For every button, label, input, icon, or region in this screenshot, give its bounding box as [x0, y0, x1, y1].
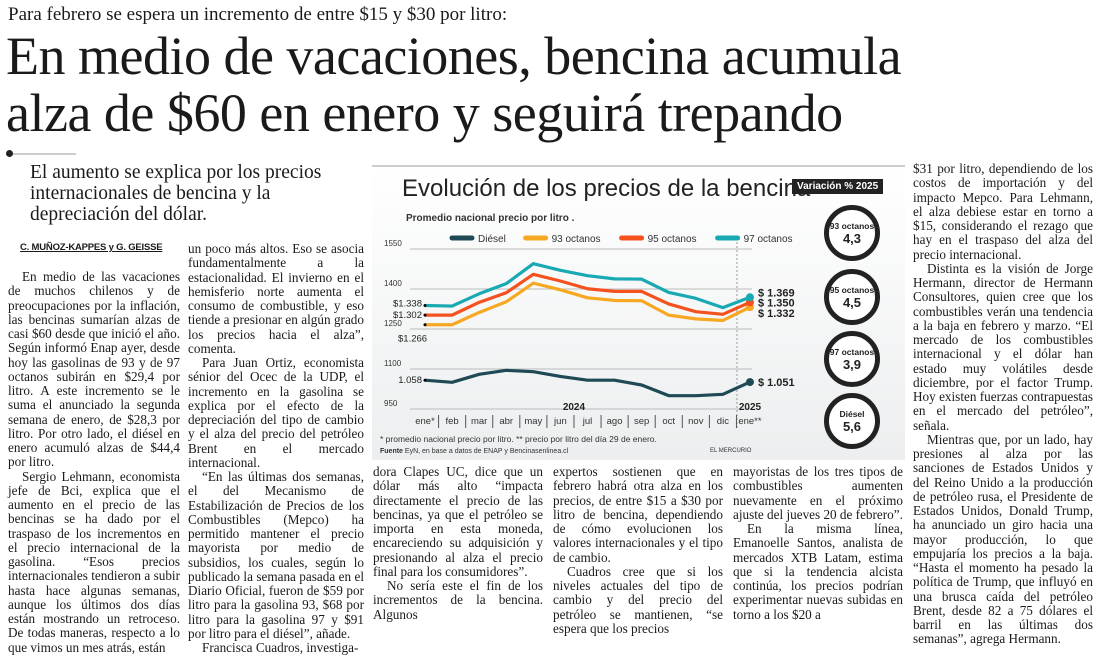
- legend-label: Diésel: [478, 234, 506, 245]
- variation-name: Diésel: [839, 408, 865, 419]
- headline-line: alza de $60 en enero y seguirá trepando: [6, 83, 843, 143]
- line-plot: 950 1100 1250 1400 1550 ene* feb mar abr may jun ju…: [384, 234, 795, 429]
- series-start-point: [423, 323, 427, 327]
- variation-circle-93: 93 octanos 4,3: [824, 205, 880, 261]
- paragraph: Francisca Cuadros, investiga-: [202, 640, 359, 655]
- legend-label: 93 octanos: [552, 234, 601, 245]
- chart-title: Evolución de los precios de la bencina: [402, 175, 811, 202]
- headline: En medio de vacaciones, bencina acumula …: [6, 26, 902, 143]
- divider: [6, 153, 76, 155]
- variation-value: 5,6: [842, 418, 862, 434]
- paragraph: No sería este el fin de los incrementos …: [373, 578, 543, 622]
- series-line-diésel: [424, 368, 751, 398]
- paragraph: $31 por litro, dependiendo de los costos…: [913, 161, 1093, 262]
- paragraph: expertos sostienen que en febrero habrá …: [553, 464, 723, 565]
- paragraph: un poco más altos. Eso se asocia fundame…: [188, 241, 364, 356]
- series-start-point: [423, 313, 427, 317]
- y-tick-label: 950: [384, 399, 398, 408]
- variation-circle-97: 97 octanos 3,9: [824, 331, 880, 387]
- x-tick-label: may: [524, 416, 542, 427]
- paragraph: En medio de las vacaciones de muchos chi…: [8, 269, 180, 470]
- end-value-label: $ 1.350: [758, 297, 795, 309]
- paragraph: Sergio Lehmann, economista jefe de Bci, …: [8, 468, 180, 655]
- x-tick-label: abr: [499, 416, 513, 427]
- series-line-93-octanos: [425, 281, 751, 327]
- paragraph: En la misma línea, Emanoelle Santos, ana…: [733, 521, 903, 622]
- start-value-label: $1.338: [393, 299, 422, 310]
- variation-circle-95: 95 octanos 4,5: [824, 269, 880, 325]
- kicker: Para febrero se espera un incremento de …: [8, 4, 508, 25]
- series-end-point: [745, 293, 754, 302]
- chart-subtitle: Promedio nacional precio por litro .: [406, 213, 575, 224]
- variation-title: Variación % 2025: [792, 179, 884, 194]
- source-text: EyN, en base a datos de ENAP y Bencinase…: [404, 448, 569, 455]
- x-tick-label: feb: [445, 416, 458, 427]
- variation-value: 4,3: [842, 230, 862, 246]
- y-tick-label: 1250: [384, 319, 402, 328]
- series-end-point: [745, 378, 754, 387]
- x-tick-label: dic: [717, 416, 729, 427]
- source-label: Fuente: [380, 448, 403, 455]
- end-value-label: $ 1.369: [758, 287, 795, 299]
- legend-label: 97 octanos: [744, 234, 793, 245]
- paragraph: Cuadros cree que si los niveles actuales…: [553, 563, 723, 636]
- y-tick-label: 1550: [384, 239, 402, 248]
- start-value-label: $1.266: [398, 334, 427, 345]
- article-column-2: un poco más altos. Eso se asocia fundame…: [188, 241, 364, 655]
- chart-credit: EL MERCURIO: [710, 448, 752, 454]
- series-start-point: [423, 304, 427, 308]
- paragraph: Distinta es la visión de Jorge Hermann, …: [913, 260, 1093, 433]
- x-tick-label: jul: [582, 416, 593, 427]
- variation-name: 93 octanos: [829, 220, 875, 231]
- series-line-95-octanos: [425, 272, 751, 317]
- x-tick-label: ene**: [738, 416, 762, 427]
- series-line-97-octanos: [424, 262, 751, 310]
- paragraph: mayoristas de los tres tipos de combusti…: [733, 464, 903, 522]
- variation-value: 3,9: [842, 356, 862, 372]
- article-column-6: $31 por litro, dependiendo de los costos…: [913, 161, 1093, 647]
- legend-label: 95 octanos: [648, 234, 697, 245]
- article-column-3: dora Clapes UC, dice que un dólar más al…: [373, 464, 543, 622]
- y-tick-label: 1100: [384, 359, 402, 368]
- variation-value: 4,5: [842, 294, 862, 310]
- chart-footnote: * promedio nacional precio por litro. **…: [380, 434, 657, 444]
- paragraph: Para Juan Ortiz, economista sénior del O…: [188, 355, 364, 470]
- y-tick-label: 1400: [384, 279, 402, 288]
- headline-line: En medio de vacaciones, bencina acumula: [6, 26, 902, 86]
- byline: C. MUÑOZ-KAPPES y G. GEISSE: [20, 242, 163, 253]
- article-column-4: expertos sostienen que en febrero habrá …: [553, 464, 723, 636]
- x-tick-label: nov: [688, 416, 704, 427]
- end-value-label: $ 1.332: [758, 308, 795, 320]
- start-value-label: $1.302: [393, 310, 422, 321]
- article-column-1: En medio de las vacaciones de muchos chi…: [8, 269, 180, 655]
- article-column-5: mayoristas de los tres tipos de combusti…: [733, 464, 903, 622]
- year-label: 2024: [563, 402, 586, 413]
- chart-source: Fuente EyN, en base a datos de ENAP y Be…: [380, 448, 568, 455]
- variation-circle-diesel: Diésel 5,6: [824, 393, 880, 449]
- x-tick-label: jun: [553, 416, 567, 427]
- variation-name: 95 octanos: [829, 284, 875, 295]
- paragraph: Mientras que, por un lado, hay presiones…: [913, 431, 1093, 647]
- x-tick-label: oct: [662, 416, 675, 427]
- price-chart: Evolución de los precios de la bencina P…: [372, 165, 905, 460]
- x-tick-label: sep: [634, 416, 649, 427]
- paragraph: dora Clapes UC, dice que un dólar más al…: [373, 464, 543, 579]
- paragraph: “En las últimas dos semanas, el del Meca…: [188, 469, 364, 641]
- year-label: 2025: [739, 402, 762, 413]
- x-tick-label: mar: [471, 416, 487, 427]
- end-value-label: $ 1.051: [758, 377, 795, 389]
- start-value-label: 1.058: [398, 375, 422, 386]
- deck: El aumento se explica por los precios in…: [30, 162, 322, 225]
- x-tick-label: ago: [607, 416, 623, 427]
- divider-dot: [6, 150, 13, 157]
- series-start-point: [423, 378, 427, 382]
- x-tick-label: ene*: [415, 416, 435, 427]
- variation-name: 97 octanos: [829, 346, 875, 357]
